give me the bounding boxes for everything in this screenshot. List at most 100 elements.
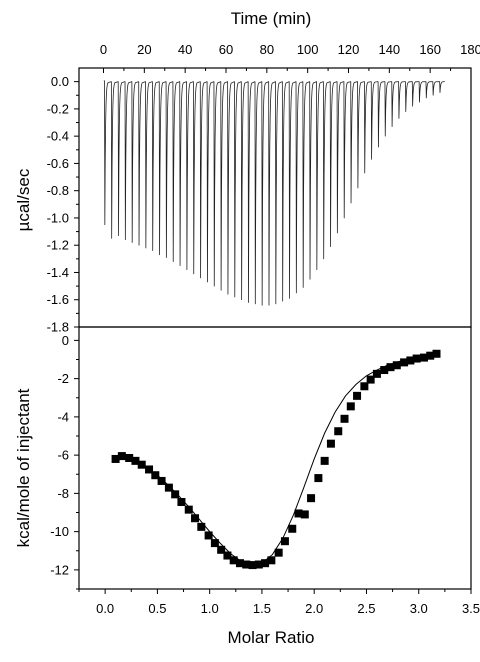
data-point	[320, 456, 329, 465]
top-x-ticks: 0 20 40 60 80 100 120 140 160 180	[100, 42, 480, 73]
bottom-y-tick-label: 0	[62, 333, 69, 348]
bottom-x-axis-title: Molar Ratio	[228, 628, 315, 647]
data-point	[111, 454, 120, 463]
data-point	[274, 548, 283, 557]
data-point	[372, 369, 381, 378]
data-point	[254, 560, 263, 569]
thermogram-trace	[103, 80, 445, 306]
bottom-x-tick-label: 0.5	[148, 601, 166, 616]
data-point	[145, 465, 154, 474]
data-point	[353, 391, 362, 400]
data-point	[125, 454, 134, 462]
data-point	[426, 351, 435, 360]
data-point	[280, 537, 289, 546]
top-y-tick-label: 0.0	[51, 74, 69, 89]
thermogram-panel: Time (min) µcal/sec 0 20 40 60 80 100 120 140 16…	[14, 9, 480, 335]
data-point	[171, 490, 180, 499]
data-point	[380, 366, 389, 375]
data-point	[392, 361, 401, 370]
data-point	[360, 382, 369, 391]
bottom-x-tick-label: 0.0	[96, 601, 114, 616]
top-y-tick-label: -1.4	[47, 265, 69, 280]
top-y-ticks: 0.0 -0.2 -0.4 -0.6 -0.8 -1.0 -1.2 -1.4 -1.6 -1.8	[47, 74, 79, 335]
top-x-tick-label: 40	[178, 42, 192, 57]
data-point	[131, 456, 140, 465]
data-point	[261, 559, 270, 568]
bottom-y-tick-label: -4	[57, 409, 69, 424]
data-point	[334, 427, 343, 436]
bottom-y-tick-label: -8	[57, 486, 69, 501]
data-point	[184, 505, 193, 514]
top-x-tick-label: 80	[260, 42, 274, 57]
data-point	[386, 363, 395, 372]
data-point	[307, 494, 316, 503]
top-plot-frame	[78, 67, 472, 328]
data-point	[248, 561, 257, 570]
data-point	[177, 497, 186, 506]
data-point	[419, 353, 428, 362]
top-x-tick-label: 120	[338, 42, 360, 57]
data-point	[223, 551, 232, 560]
fit-curve	[115, 353, 440, 566]
data-point	[235, 559, 244, 568]
data-point	[412, 354, 421, 363]
top-x-axis-title: Time (min)	[231, 9, 312, 28]
data-point	[432, 349, 441, 358]
data-point	[157, 476, 166, 485]
bottom-x-tick-label: 2.0	[305, 601, 323, 616]
bottom-x-tick-label: 1.0	[201, 601, 219, 616]
data-point	[294, 509, 303, 518]
top-y-tick-label: -1.8	[47, 320, 69, 335]
bottom-plot-frame	[78, 326, 472, 590]
data-point	[229, 556, 238, 565]
top-y-tick-label: -1.6	[47, 292, 69, 307]
data-point	[288, 524, 297, 533]
top-x-tick-label: 180	[460, 42, 480, 57]
data-point	[117, 452, 126, 461]
data-point	[314, 474, 323, 483]
bottom-y-tick-label: -12	[50, 562, 69, 577]
top-x-tick-label: 100	[297, 42, 319, 57]
bottom-y-ticks: 0 -2 -4 -6 -8 -10 -12	[50, 333, 79, 590]
data-point	[400, 358, 409, 367]
data-point	[164, 483, 173, 492]
top-x-tick-label: 60	[219, 42, 233, 57]
top-y-tick-label: -0.8	[47, 183, 69, 198]
data-point	[137, 460, 146, 469]
bottom-y-tick-label: -10	[50, 524, 69, 539]
data-point	[346, 402, 355, 411]
top-y-axis-title: µcal/sec	[14, 168, 33, 231]
data-point	[242, 560, 251, 569]
data-point	[267, 556, 276, 565]
top-y-tick-label: -0.6	[47, 156, 69, 171]
bottom-x-tick-label: 1.5	[253, 601, 271, 616]
bottom-x-tick-label: 3.5	[462, 601, 480, 616]
binding-isotherm-panel: Molar Ratio kcal/mole of injectant 0.0 0.…	[14, 326, 480, 647]
bottom-y-tick-label: -2	[57, 371, 69, 386]
top-y-tick-label: -0.4	[47, 129, 69, 144]
top-y-tick-label: -1.2	[47, 238, 69, 253]
bottom-x-tick-label: 2.5	[357, 601, 375, 616]
isotherm-data	[111, 349, 441, 570]
bottom-x-ticks: 0.0 0.5 1.0 1.5 2.0 2.5 3.0 3.5	[78, 589, 480, 616]
data-point	[406, 356, 415, 365]
top-x-tick-label: 0	[100, 42, 107, 57]
top-x-tick-label: 160	[419, 42, 441, 57]
bottom-x-tick-label: 3.0	[410, 601, 428, 616]
top-x-tick-label: 20	[137, 42, 151, 57]
data-point	[210, 539, 219, 548]
data-point	[366, 375, 375, 384]
data-point	[217, 545, 226, 554]
data-point	[191, 514, 200, 523]
top-y-tick-label: -1.0	[47, 210, 69, 225]
data-point	[197, 522, 206, 531]
bottom-y-axis-title: kcal/mole of injectant	[14, 388, 33, 547]
data-point	[151, 471, 160, 480]
top-y-tick-label: -0.2	[47, 101, 69, 116]
data-point	[300, 510, 309, 519]
bottom-y-tick-label: -6	[57, 448, 69, 463]
thermogram-data	[103, 80, 445, 306]
data-point	[326, 439, 335, 448]
data-point	[204, 531, 213, 540]
